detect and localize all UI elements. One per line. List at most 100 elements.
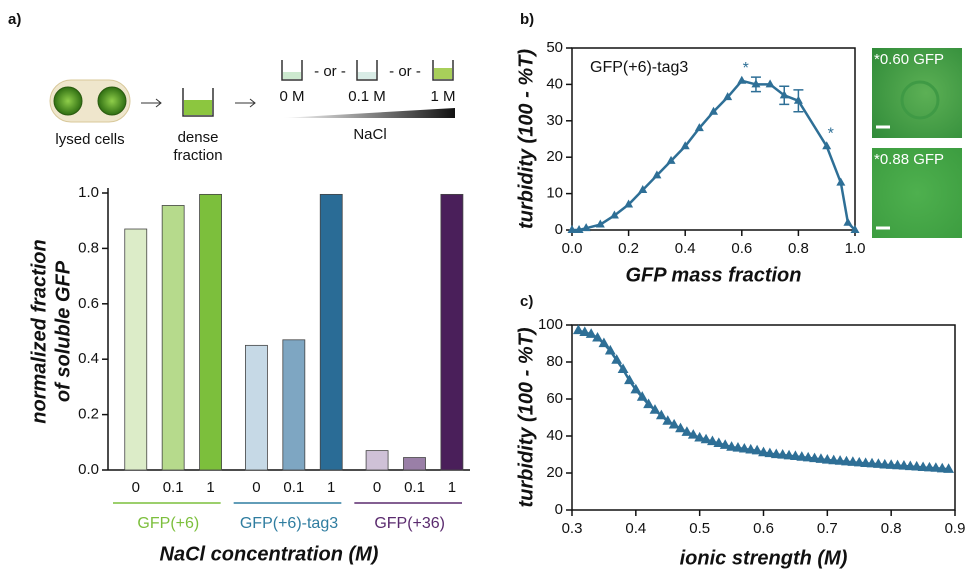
x-tick-label: 0.8 <box>788 240 809 257</box>
data-point <box>662 415 674 425</box>
schematic-label: 0.1 M <box>348 88 386 105</box>
schematic-label: dense <box>178 129 219 146</box>
data-point <box>680 141 690 150</box>
x-tick-label: 0 <box>373 479 381 496</box>
group-label: GFP(+6)-tag3 <box>240 515 338 532</box>
beaker-fill <box>358 72 376 79</box>
x-tick-label: 0.3 <box>562 520 583 537</box>
bar <box>124 228 148 471</box>
arrow <box>141 98 162 108</box>
data-point <box>649 404 661 414</box>
y-tick-label: 0.6 <box>78 295 99 312</box>
x-axis-label: ionic strength (M) <box>680 547 848 569</box>
x-tick-label: 0.4 <box>625 520 646 537</box>
point-marker: * <box>828 125 834 142</box>
x-tick-label: 1 <box>327 479 335 496</box>
data-point <box>719 439 731 449</box>
y-tick-label: 0.4 <box>78 350 99 367</box>
data-point <box>809 452 820 463</box>
panel-label: b) <box>520 11 534 28</box>
x-tick-label: 0.6 <box>731 240 752 257</box>
data-point <box>609 210 619 219</box>
schematic-label: NaCl <box>353 126 386 143</box>
schematic-label: lysed cells <box>55 131 124 148</box>
y-axis-label: of soluble GFP <box>52 260 74 402</box>
beaker <box>281 60 303 81</box>
data-point <box>732 442 744 452</box>
micrograph <box>872 48 962 138</box>
data-point <box>617 363 629 373</box>
y-tick-label: 10 <box>546 185 563 202</box>
data-point <box>595 219 605 228</box>
bar <box>199 193 222 471</box>
panel-label: a) <box>8 11 21 28</box>
x-tick-label: 0 <box>132 479 140 496</box>
point-marker: * <box>743 60 749 77</box>
y-tick-label: 0.0 <box>78 461 99 478</box>
data-point <box>815 453 827 463</box>
x-tick-label: 1.0 <box>845 240 866 257</box>
gradient-wedge <box>282 108 455 118</box>
data-point <box>709 106 718 115</box>
data-point <box>745 443 757 454</box>
x-tick-label: 0.1 <box>283 479 304 496</box>
inset-label: *0.88 GFP <box>874 151 944 168</box>
cell-body <box>97 86 127 116</box>
y-tick-label: 0.8 <box>78 239 99 256</box>
data-point <box>652 170 662 179</box>
x-tick-label: 0.1 <box>163 479 184 496</box>
y-axis-label: normalized fraction <box>28 239 50 423</box>
bar <box>282 339 306 471</box>
beaker <box>432 60 454 81</box>
data-point <box>687 429 699 439</box>
y-axis-label: turbidity (100 - %T) <box>515 327 537 507</box>
y-tick-label: 50 <box>546 39 563 56</box>
data-point <box>764 447 776 458</box>
beaker-fill <box>184 100 212 115</box>
data-point <box>777 449 789 459</box>
data-point <box>675 422 686 433</box>
data-point <box>592 331 603 342</box>
data-point <box>943 463 955 473</box>
data-point <box>737 75 747 84</box>
data-point <box>630 383 642 394</box>
data-point <box>793 95 803 104</box>
data-point <box>579 326 591 336</box>
micrographs <box>872 48 962 238</box>
x-tick-label: 0 <box>252 479 260 496</box>
beaker-fill <box>283 72 301 79</box>
arrow <box>235 98 256 108</box>
schematic-label: 1 M <box>430 88 455 105</box>
data-point <box>726 441 737 451</box>
scale-bar <box>876 125 890 230</box>
data-point <box>598 337 610 348</box>
y-tick-label: 60 <box>546 390 563 407</box>
data-point <box>604 344 616 355</box>
plot-frame <box>571 324 956 511</box>
data-point <box>758 446 769 457</box>
cell-body <box>53 86 83 116</box>
series-label: GFP(+6)-tag3 <box>590 59 688 76</box>
data-point <box>694 123 704 132</box>
data-point <box>668 418 680 429</box>
data-point <box>723 92 733 101</box>
data-point <box>666 155 676 164</box>
schematic-label: 0 M <box>279 88 304 105</box>
data-point <box>624 374 635 385</box>
schematic <box>49 60 455 123</box>
data-point <box>796 451 808 461</box>
bar <box>319 193 343 471</box>
data-point <box>700 433 712 444</box>
x-tick-label: 0.7 <box>817 520 838 537</box>
y-tick-label: 0 <box>555 221 563 238</box>
bar <box>440 193 464 471</box>
data-point <box>751 79 761 88</box>
schematic-label: fraction <box>173 147 222 164</box>
x-tick-label: 0.6 <box>753 520 774 537</box>
data-point <box>638 184 648 193</box>
beaker-fill <box>434 68 452 79</box>
data-point <box>765 79 775 88</box>
data-point <box>574 225 584 233</box>
beaker <box>356 60 378 81</box>
panel-label: c) <box>520 293 533 310</box>
